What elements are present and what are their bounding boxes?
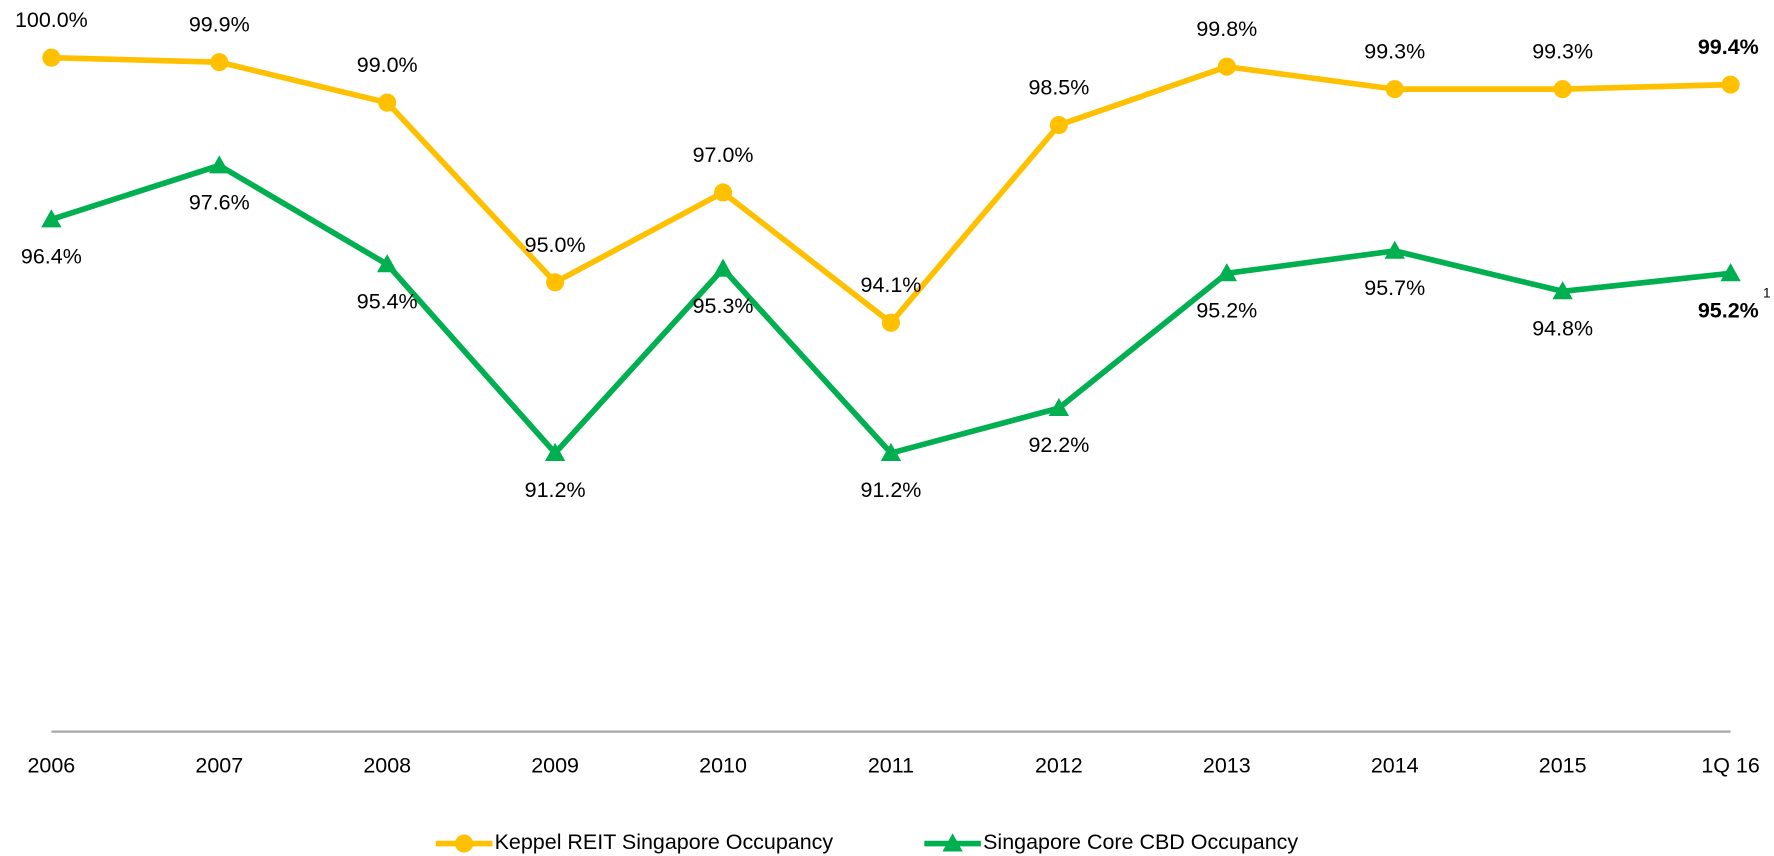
marker — [210, 53, 229, 72]
marker — [1216, 263, 1237, 282]
data-label: 100.0% — [15, 8, 88, 32]
marker — [942, 833, 963, 852]
marker — [1217, 57, 1236, 76]
data-label: 97.0% — [693, 143, 754, 167]
marker — [1721, 75, 1740, 94]
legend-label: Singapore Core CBD Occupancy — [983, 830, 1298, 854]
marker — [455, 834, 474, 853]
x-tick-label: 2009 — [531, 753, 579, 777]
data-label: 97.6% — [189, 191, 250, 215]
marker — [546, 273, 565, 292]
legend-label: Keppel REIT Singapore Occupancy — [495, 830, 834, 854]
data-label: 91.2% — [525, 478, 586, 502]
x-tick-label: 2007 — [195, 753, 243, 777]
marker — [1384, 240, 1405, 259]
data-label: 95.7% — [1364, 276, 1425, 300]
data-label: 95.3% — [693, 294, 754, 318]
x-tick-label: 2008 — [363, 753, 411, 777]
data-label: 99.4% — [1698, 35, 1759, 59]
data-label: 99.0% — [357, 53, 418, 77]
marker — [209, 155, 230, 174]
marker — [880, 442, 902, 461]
data-label: 96.4% — [21, 245, 82, 269]
data-label: 95.2% — [1698, 298, 1759, 322]
data-label: 92.2% — [1028, 433, 1089, 457]
marker — [41, 209, 62, 228]
x-tick-label: 2013 — [1203, 753, 1251, 777]
data-label: 99.3% — [1364, 40, 1425, 64]
marker — [1552, 281, 1573, 300]
marker — [42, 48, 61, 67]
x-tick-label: 1Q 16 — [1701, 753, 1759, 777]
marker — [1385, 80, 1404, 99]
data-label: 94.8% — [1532, 316, 1593, 340]
marker — [881, 313, 901, 332]
marker — [378, 93, 397, 112]
x-tick-label: 2014 — [1371, 753, 1419, 777]
marker — [713, 183, 733, 202]
x-tick-label: 2006 — [27, 753, 75, 777]
data-label: 94.1% — [861, 273, 922, 297]
marker — [1048, 397, 1070, 417]
marker — [1720, 263, 1741, 282]
data-label: 99.8% — [1196, 17, 1257, 41]
x-tick-label: 2015 — [1539, 753, 1587, 777]
data-label: 95.4% — [357, 289, 418, 313]
footnote-marker: 1 — [1763, 285, 1771, 300]
marker — [1049, 116, 1068, 135]
data-label: 99.9% — [189, 13, 250, 37]
marker — [544, 442, 566, 461]
x-tick-label: 2011 — [868, 753, 914, 777]
marker — [1553, 80, 1572, 99]
series-line — [50, 162, 1731, 456]
x-tick-label: 2010 — [699, 753, 747, 777]
data-label: 98.5% — [1028, 76, 1089, 100]
data-label: 91.2% — [861, 478, 922, 502]
data-label: 99.3% — [1532, 40, 1593, 64]
data-label: 95.2% — [1196, 298, 1257, 322]
data-label: 95.0% — [525, 233, 586, 257]
marker — [712, 258, 734, 277]
x-tick-label: 2012 — [1035, 753, 1083, 777]
marker — [377, 254, 398, 273]
